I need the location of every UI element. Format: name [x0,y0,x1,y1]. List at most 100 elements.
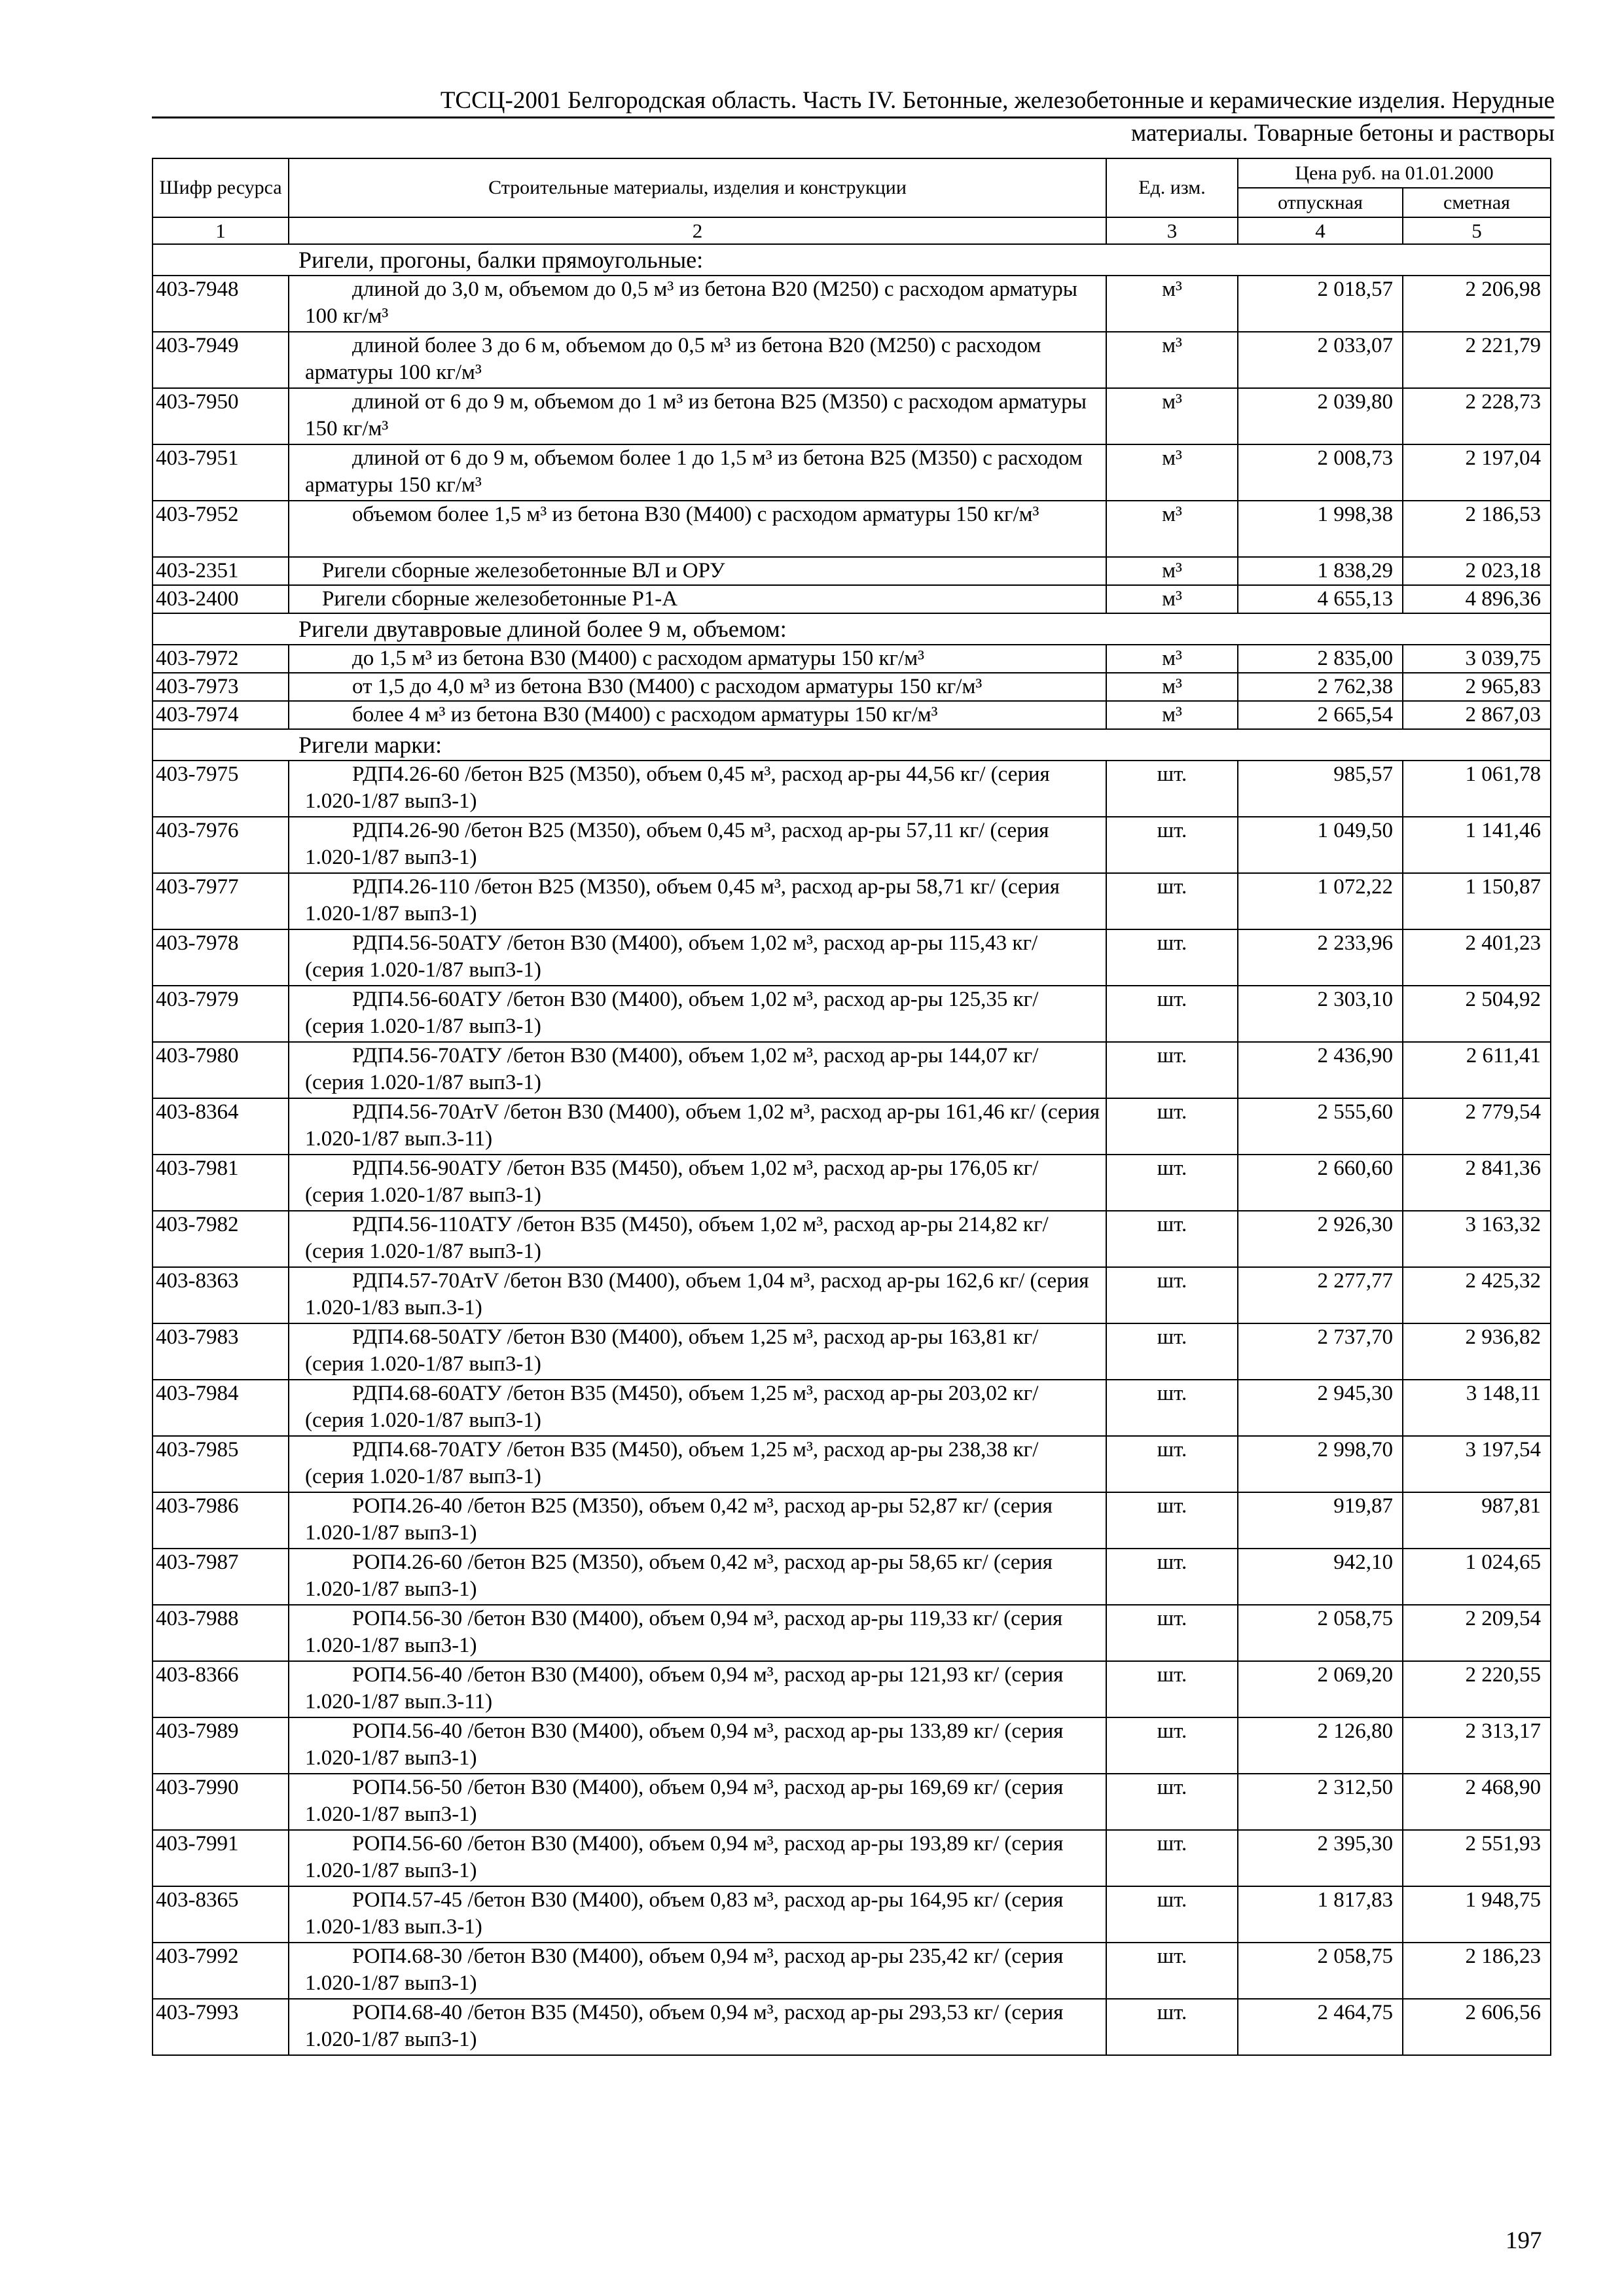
release-price-cell: 2 945,30 [1237,1379,1403,1437]
estimate-price-cell: 2 611,41 [1401,1041,1552,1099]
release-price-cell: 2 033,07 [1237,331,1403,389]
estimate-price-cell: 2 197,04 [1401,444,1552,501]
table-row: 403-7951 длиной от 6 до 9 м, объемом боле… [152,444,1552,501]
column-header-price: Цена руб. на 01.01.2000 [1236,158,1552,188]
description-cell: РОП4.56-40 /бетон В30 (М400), объем 0,94… [288,1717,1107,1774]
unit-cell: шт. [1106,872,1238,930]
description-cell: РДП4.56-50АТУ /бетон В30 (М400), объем 1… [288,929,1107,986]
release-price-cell: 2 395,30 [1237,1829,1403,1887]
release-price-cell: 2 835,00 [1237,644,1403,673]
release-price-cell: 2 233,96 [1237,929,1403,986]
release-price-cell: 2 665,54 [1237,700,1403,730]
description-cell: РОП4.26-40 /бетон В25 (М350), объем 0,42… [288,1492,1107,1549]
column-header-release-price: отпускная [1237,187,1403,218]
estimate-price-cell: 3 039,75 [1401,644,1552,673]
description-cell: РДП4.68-60АТУ /бетон В35 (М450), объем 1… [288,1379,1107,1437]
resource-code-cell: 403-7991 [152,1829,289,1887]
release-price-cell: 1 838,29 [1237,556,1403,586]
description-cell: от 1,5 до 4,0 м³ из бетона В30 (М400) с … [288,672,1107,702]
release-price-cell: 2 277,77 [1237,1266,1403,1324]
unit-cell: шт. [1106,1379,1238,1437]
release-price-cell: 2 126,80 [1237,1717,1403,1774]
description-cell: более 4 м³ из бетона В30 (М400) с расход… [288,700,1107,730]
page-number: 197 [1506,2227,1542,2254]
unit-cell: м³ [1106,444,1238,501]
resource-code-cell: 403-2400 [152,584,289,614]
resource-code-cell: 403-7981 [152,1154,289,1211]
resource-code-cell: 403-7993 [152,1998,289,2056]
section-heading: Ригели марки: [151,728,1552,761]
table-row: 403-7980 РДП4.56-70АТУ /бетон В30 (М400),… [152,1041,1552,1099]
description-cell: РДП4.56-90АТУ /бетон В35 (М450), объем 1… [288,1154,1107,1211]
unit-cell: шт. [1106,1717,1238,1774]
estimate-price-cell: 2 220,55 [1401,1660,1552,1718]
resource-code-cell: 403-7975 [152,760,289,817]
release-price-cell: 2 069,20 [1237,1660,1403,1718]
estimate-price-cell: 3 148,11 [1401,1379,1552,1437]
description-cell: РОП4.57-45 /бетон В30 (М400), объем 0,83… [288,1886,1107,1943]
unit-cell: шт. [1106,1098,1238,1155]
column-number: 3 [1106,217,1238,245]
estimate-price-cell: 2 228,73 [1401,387,1552,445]
description-cell: РДП4.56-60АТУ /бетон В30 (М400), объем 1… [288,985,1107,1043]
estimate-price-cell: 3 163,32 [1401,1210,1552,1268]
unit-cell: шт. [1106,760,1238,817]
unit-cell: шт. [1106,1773,1238,1831]
table-row: 403-7976 РДП4.26-90 /бетон В25 (М350), об… [152,816,1552,874]
description-cell: РОП4.56-30 /бетон В30 (М400), объем 0,94… [288,1604,1107,1662]
table-row: 403-7950 длиной от 6 до 9 м, объемом до 1… [152,387,1552,445]
unit-cell: м³ [1106,700,1238,730]
unit-cell: м³ [1106,275,1238,332]
release-price-cell: 942,10 [1237,1548,1403,1605]
running-header-line-2: материалы. Товарные бетоны и растворы [1130,120,1555,147]
estimate-price-cell: 2 468,90 [1401,1773,1552,1831]
unit-cell: шт. [1106,1154,1238,1211]
release-price-cell: 2 039,80 [1237,387,1403,445]
table-row: 403-7949 длиной более 3 до 6 м, объемом д… [152,331,1552,389]
estimate-price-cell: 2 965,83 [1401,672,1552,702]
unit-cell: шт. [1106,1210,1238,1268]
section-heading-row: Ригели марки: [151,728,1552,761]
release-price-cell: 4 655,13 [1237,584,1403,614]
release-price-cell: 2 303,10 [1237,985,1403,1043]
table-row: 403-7984 РДП4.68-60АТУ /бетон В35 (М450),… [152,1379,1552,1437]
section-heading: Ригели двутавровые длиной более 9 м, объ… [151,613,1552,645]
description-cell: РОП4.56-50 /бетон В30 (М400), объем 0,94… [288,1773,1107,1831]
table-row: 403-7948 длиной до 3,0 м, объемом до 0,5 … [152,275,1552,332]
unit-cell: шт. [1106,1548,1238,1605]
resource-code-cell: 403-8365 [152,1886,289,1943]
resource-code-cell: 403-7983 [152,1323,289,1380]
resource-code-cell: 403-7992 [152,1942,289,2000]
estimate-price-cell: 2 401,23 [1401,929,1552,986]
resource-code-cell: 403-7976 [152,816,289,874]
resource-code-cell: 403-7990 [152,1773,289,1831]
description-cell: до 1,5 м³ из бетона В30 (М400) с расходо… [288,644,1107,673]
release-price-cell: 2 998,70 [1237,1435,1403,1493]
price-table: Шифр ресурса Строительные материалы, изд… [151,158,1552,2056]
unit-cell: м³ [1106,500,1238,558]
section-heading: Ригели, прогоны, балки прямоугольные: [151,243,1552,276]
resource-code-cell: 403-7988 [152,1604,289,1662]
estimate-price-cell: 2 221,79 [1401,331,1552,389]
column-header-unit: Ед. изм. [1106,158,1238,218]
description-cell: РДП4.56-70АтV /бетон В30 (М400), объем 1… [288,1098,1107,1155]
description-cell: РДП4.26-90 /бетон В25 (М350), объем 0,45… [288,816,1107,874]
release-price-cell: 985,57 [1237,760,1403,817]
resource-code-cell: 403-7948 [152,275,289,332]
description-cell: РДП4.68-70АТУ /бетон В35 (М450), объем 1… [288,1435,1107,1493]
release-price-cell: 2 058,75 [1237,1604,1403,1662]
description-cell: РОП4.68-30 /бетон В30 (М400), объем 0,94… [288,1942,1107,2000]
resource-code-cell: 403-7979 [152,985,289,1043]
estimate-price-cell: 2 841,36 [1401,1154,1552,1211]
resource-code-cell: 403-7982 [152,1210,289,1268]
column-number-row: 1 2 3 4 5 [152,217,1552,245]
estimate-price-cell: 2 186,53 [1401,500,1552,558]
description-cell: РОП4.56-60 /бетон В30 (М400), объем 0,94… [288,1829,1107,1887]
resource-code-cell: 403-7950 [152,387,289,445]
table-row: 403-7989 РОП4.56-40 /бетон В30 (М400), об… [152,1717,1552,1774]
estimate-price-cell: 1 150,87 [1401,872,1552,930]
unit-cell: шт. [1106,1266,1238,1324]
estimate-price-cell: 2 313,17 [1401,1717,1552,1774]
description-cell: РДП4.56-70АТУ /бетон В30 (М400), объем 1… [288,1041,1107,1099]
estimate-price-cell: 2 551,93 [1401,1829,1552,1887]
